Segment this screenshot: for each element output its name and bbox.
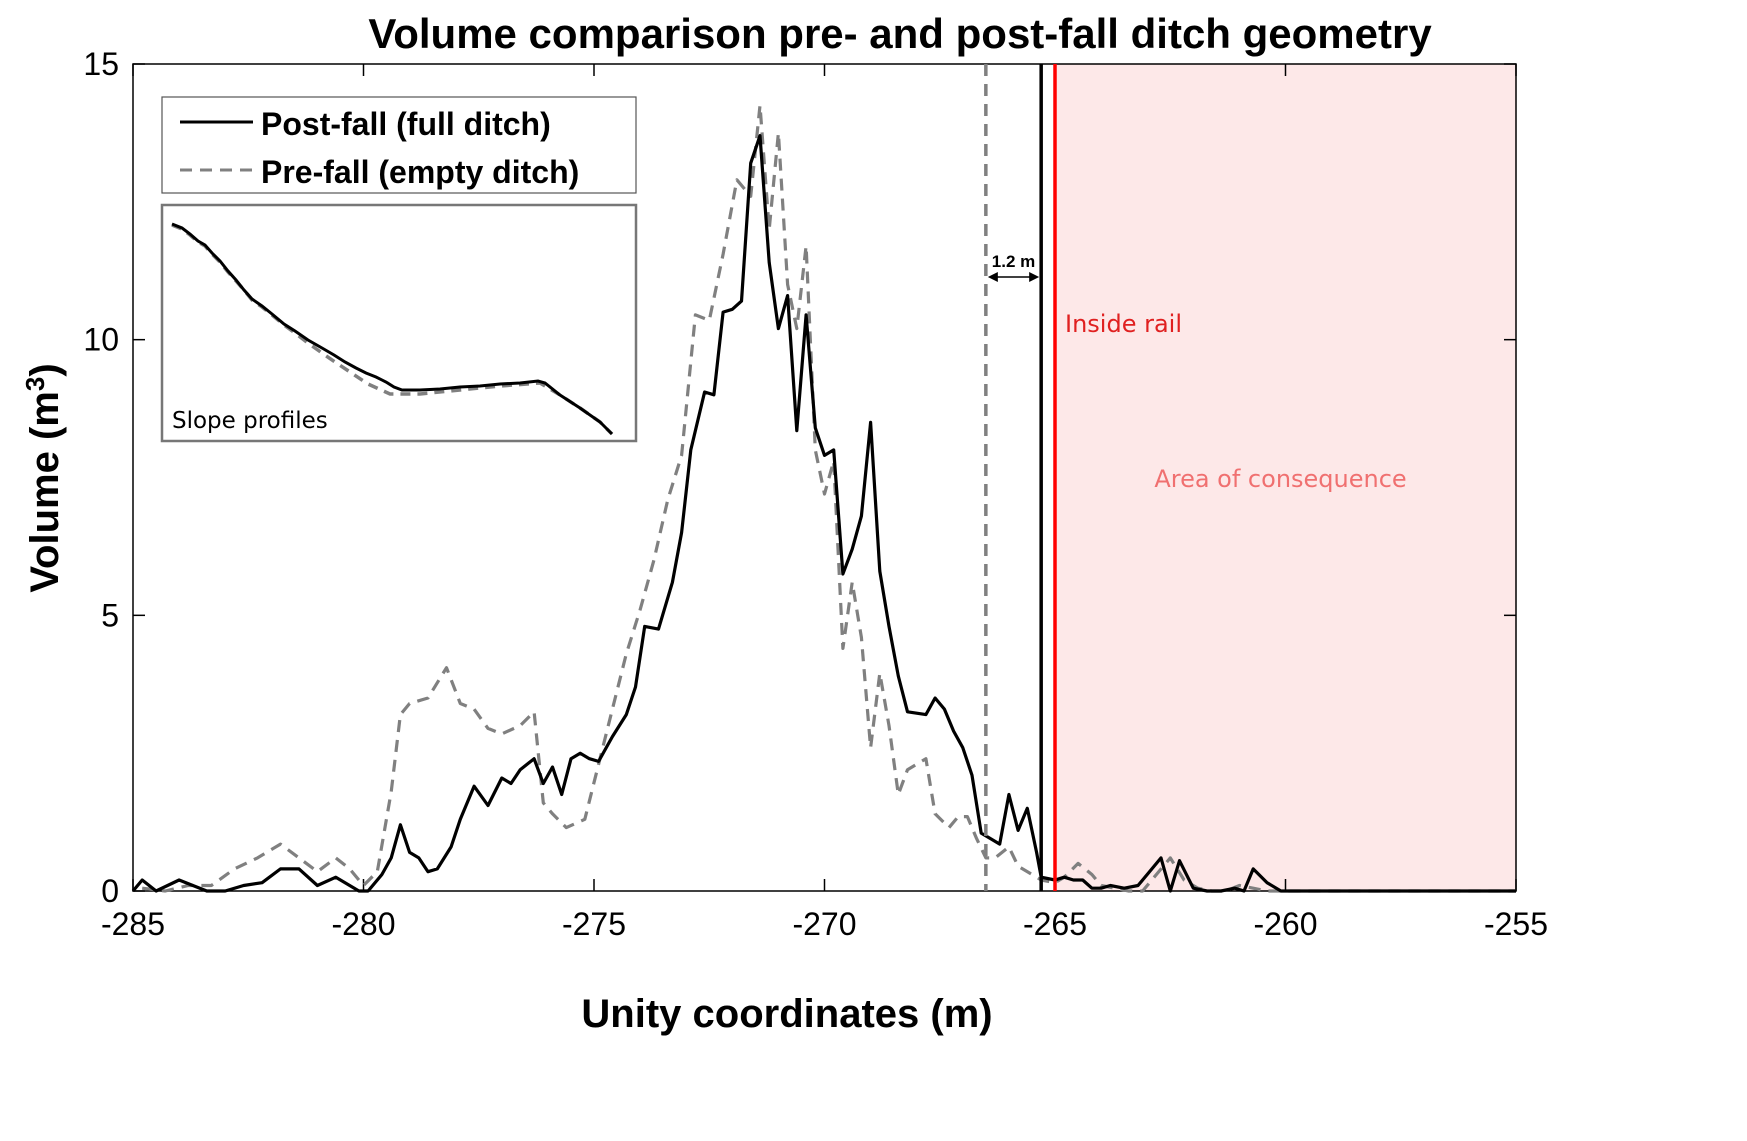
x-axis-label: Unity coordinates (m) [581,992,992,1036]
series-layer [131,103,1516,893]
x-tick-label: -280 [331,906,395,942]
legend-entry-pre-fall: Pre-fall (empty ditch) [261,154,579,190]
inset-box [160,203,638,443]
distance-annotation: 1.2 m [987,252,1040,282]
y-tick-label: 0 [101,873,119,909]
series-line-post-fall [131,134,1516,893]
x-tick-label: -265 [1023,906,1087,942]
legend-entry-post-fall: Post-fall (full ditch) [261,106,551,142]
x-tick-label: -260 [1253,906,1317,942]
x-tick-label: -275 [562,906,626,942]
axis-ticks: -285 -280 -275 -270 -265 -260 -255 0 5 10 15 [83,46,1548,942]
legend: Post-fall (full ditch) Pre-fall (empty d… [161,96,637,194]
inset-label: Slope profiles [172,408,328,434]
legend-box [161,96,637,194]
y-tick-label: 15 [83,46,119,82]
chart-title: Volume comparison pre- and post-fall dit… [368,10,1432,57]
distance-label: 1.2 m [992,252,1035,271]
inset-post-fall-profile [171,222,614,436]
x-tick-label: -285 [101,906,165,942]
vertical-reference-lines [984,64,1057,891]
y-axis-label-close: ) [23,363,67,376]
y-tick-label: 5 [101,597,119,633]
y-tick-label: 10 [83,322,119,358]
area-of-consequence-shading [1055,64,1516,891]
inside-rail-label: Inside rail [1065,310,1182,338]
x-tick-label: -255 [1484,906,1548,942]
x-tick-label: -270 [792,906,856,942]
y-axis-label-main: Volume (m [23,391,67,593]
y-axis-label-superscript: 3 [20,377,50,391]
area-of-consequence-label: Area of consequence [1154,465,1406,493]
arrow-head-right-icon [1029,272,1040,282]
slope-profiles-inset: Slope profiles [160,203,638,443]
arrow-head-left-icon [987,272,998,282]
y-axis-label: Volume (m3) [20,363,67,592]
